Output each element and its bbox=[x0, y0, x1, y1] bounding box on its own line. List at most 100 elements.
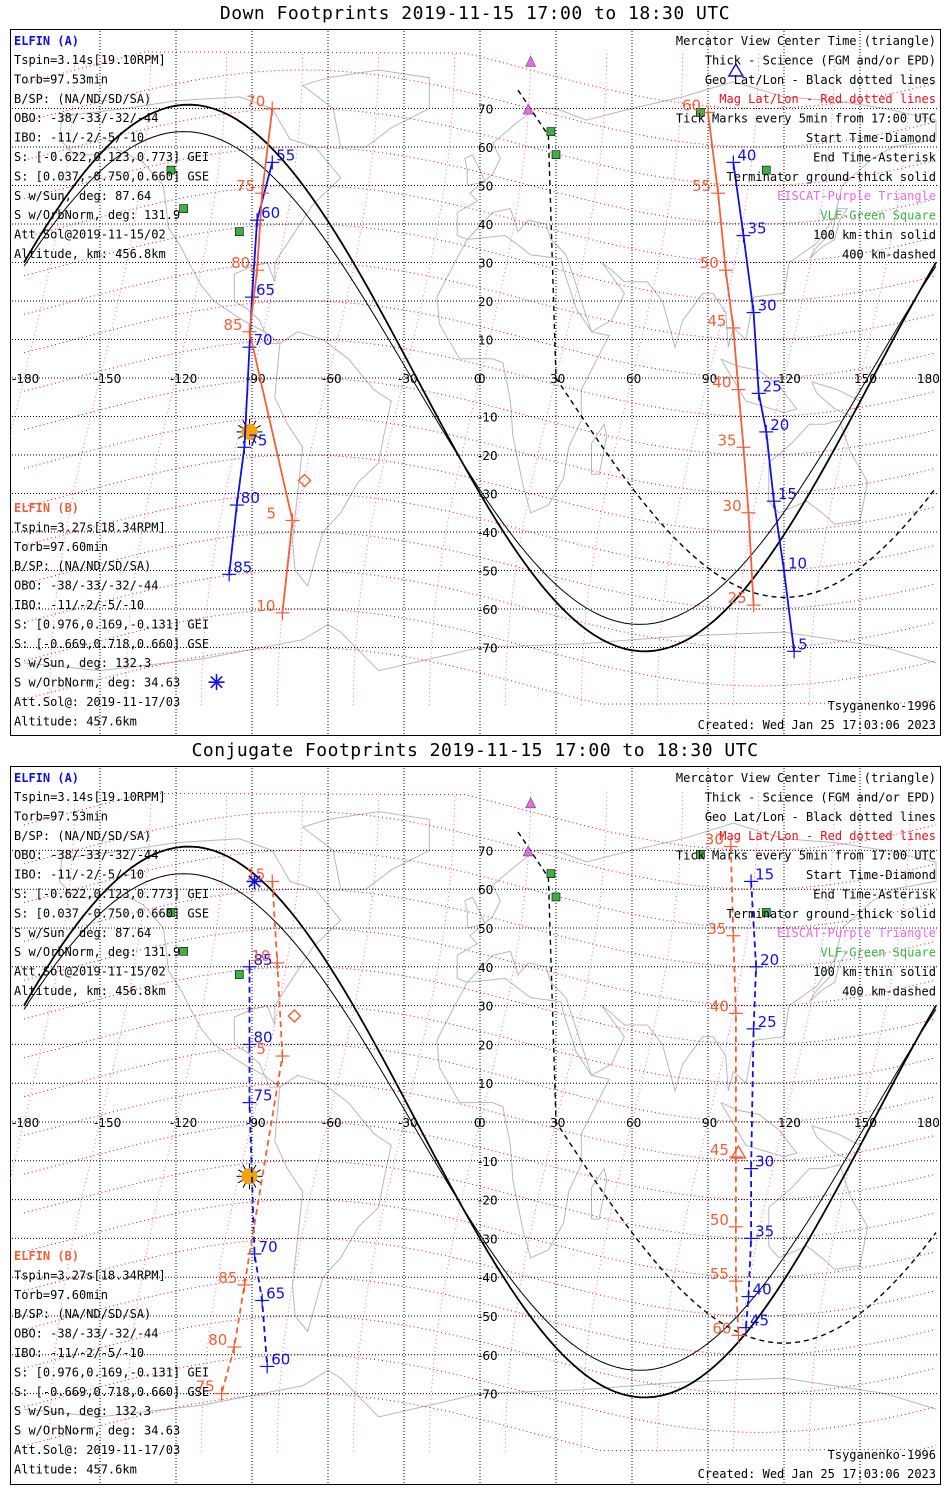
lat-tick-label: -50 bbox=[478, 565, 498, 579]
elfin-b-tick-label: 45 bbox=[710, 1141, 729, 1159]
elfin-b-tick-label: 70 bbox=[246, 93, 265, 111]
elfin-b-tick-label: 10 bbox=[251, 947, 270, 965]
legend-item: Thick - Science (FGM and/or EPD) bbox=[705, 790, 936, 804]
terminator-400km bbox=[517, 831, 937, 1344]
mag-lat-line bbox=[23, 1393, 937, 1452]
lat-tick-label: -60 bbox=[478, 603, 498, 617]
mag-lat-line bbox=[23, 300, 937, 379]
panel-title-down: Down Footprints 2019-11-15 17:00 to 18:3… bbox=[219, 3, 731, 24]
elfin-a-info-line: S: [0.037,-0.750,0.660] GSE bbox=[14, 906, 209, 920]
sun-ray bbox=[237, 424, 243, 429]
elfin-a-tick-label: 10 bbox=[788, 555, 807, 573]
lat-tick-label: 60 bbox=[478, 883, 493, 897]
elfin-a-info-line: S w/OrbNorm, deg: 131.9 bbox=[14, 208, 180, 222]
elfin-a-tick-label: 70 bbox=[259, 1238, 278, 1256]
continent-outline bbox=[808, 950, 849, 1003]
sun-icon bbox=[236, 1163, 263, 1190]
elfin-a-tick-label: 25 bbox=[763, 377, 782, 395]
vlf-station bbox=[166, 908, 176, 917]
elfin-a-info-line: B/SP: (NA/ND/SD/SA) bbox=[14, 829, 151, 843]
elfin-b-track bbox=[220, 881, 284, 1394]
legend-item: 100 km-thin solid bbox=[813, 965, 936, 979]
legend-item: VLF-Green Square bbox=[820, 946, 936, 960]
elfin-b-tick-label: 75 bbox=[236, 177, 255, 195]
elfin-b-tick-label: 40 bbox=[712, 374, 731, 392]
sun-ray bbox=[237, 1169, 243, 1173]
elfin-a-tick-label: 80 bbox=[241, 489, 260, 507]
lon-tick-label: 90 bbox=[702, 372, 717, 386]
mag-lon-line bbox=[808, 50, 912, 706]
end-asterisk bbox=[208, 674, 225, 691]
elfin-b-info-line: IBO: -11/-2/-5/-10 bbox=[14, 598, 144, 612]
elfin-a-tick-label: 30 bbox=[758, 297, 777, 315]
elfin-a-tick-label: 65 bbox=[256, 281, 275, 299]
mag-lat-line bbox=[23, 492, 937, 572]
elfin-b-tick-label: 5 bbox=[267, 504, 277, 522]
elfin-a-tick-label: 45 bbox=[750, 1312, 769, 1330]
model-label: Tsyganenko-1996 bbox=[828, 1448, 936, 1462]
elfin-b-tick-label: 25 bbox=[728, 589, 747, 607]
elfin-b-info-line: Torb=97.60min bbox=[14, 1288, 108, 1302]
eiscat-station bbox=[525, 55, 537, 67]
elfin-b-tick-label: 75 bbox=[196, 1378, 215, 1396]
elfin-b-info-line: Altitude: 457.6km bbox=[14, 714, 137, 728]
elfin-a-tick-label: 30 bbox=[755, 1153, 774, 1171]
lat-tick-label: 30 bbox=[478, 1000, 493, 1014]
lon-tick-label: 120 bbox=[778, 372, 801, 386]
legend-item: 400 km-dashed bbox=[842, 984, 936, 998]
elfin-b-info-line: S w/OrbNorm, deg: 34.63 bbox=[14, 1424, 180, 1438]
mag-lat-line bbox=[23, 1121, 937, 1201]
elfin-b-info-line: Torb=97.60min bbox=[14, 540, 108, 554]
continent-outline bbox=[464, 154, 486, 186]
elfin-a-info-line: OBO: -38/-33/-32/-44 bbox=[14, 848, 159, 862]
elfin-a-tick-label: 35 bbox=[755, 1222, 774, 1240]
geo-grid bbox=[12, 31, 939, 734]
lat-tick-label: -10 bbox=[478, 1155, 498, 1169]
lon-tick-label: 180 bbox=[917, 1116, 940, 1130]
elfin-b-tick-label: 55 bbox=[710, 1265, 729, 1283]
elfin-b-info-line: OBO: -38/-33/-32/-44 bbox=[14, 1327, 159, 1341]
elfin-a-tick-label: 70 bbox=[253, 331, 272, 349]
lon-tick-label: -120 bbox=[170, 372, 197, 386]
terminator-ground bbox=[23, 845, 937, 1399]
lon-tick-label: -120 bbox=[170, 1116, 197, 1130]
elfin-a-tick-label: 80 bbox=[253, 1028, 272, 1046]
legend-item: Mercator View Center Time (triangle) bbox=[676, 34, 936, 48]
lon-tick-label: -30 bbox=[398, 372, 418, 386]
lat-tick-label: -50 bbox=[478, 1310, 498, 1324]
continent-outline bbox=[591, 1167, 608, 1220]
elfin-a-tick-label: 75 bbox=[253, 1087, 272, 1105]
legend-item: End Time-Asterisk bbox=[813, 150, 937, 164]
lon-tick-label: -90 bbox=[246, 1116, 266, 1130]
lon-tick-label: 150 bbox=[854, 372, 877, 386]
elfin-a-tick-label: 40 bbox=[737, 146, 756, 164]
elfin-a-tick-label: 85 bbox=[253, 951, 272, 969]
continent-outline bbox=[808, 208, 849, 259]
sun-ray bbox=[253, 420, 257, 426]
elfin-b-info-line: Altitude: 457.6km bbox=[14, 1462, 137, 1476]
lon-tick-label: 150 bbox=[854, 1116, 877, 1130]
lon-tick-label: -30 bbox=[398, 1116, 418, 1130]
legend-item: Start Time-Diamond bbox=[806, 131, 936, 145]
elfin-a-tick-label: 25 bbox=[758, 1013, 777, 1031]
legend-item: EISCAT-Purple Triangle bbox=[777, 926, 936, 940]
lat-tick-label: -20 bbox=[478, 449, 498, 463]
lon-tick-label: 0 bbox=[474, 1116, 482, 1130]
legend-item: VLF-Green Square bbox=[820, 209, 936, 223]
sun-ray bbox=[242, 1164, 246, 1170]
elfin-a-info-line: S: [-0.622,0.123,0.773] GEI bbox=[14, 887, 209, 901]
sun-ray bbox=[256, 435, 261, 439]
end-asterisk bbox=[246, 873, 263, 890]
mag-lat-line bbox=[23, 966, 937, 1045]
mag-lat-line bbox=[23, 792, 937, 851]
lat-tick-label: 0 bbox=[478, 372, 486, 386]
vlf-station bbox=[761, 165, 771, 175]
legend-item: Mag Lat/Lon - Red dotted lines bbox=[719, 92, 936, 106]
continent-outline bbox=[436, 977, 610, 1259]
continent-outline bbox=[720, 1102, 798, 1158]
sun-ray bbox=[256, 1179, 261, 1184]
vlf-station bbox=[179, 204, 188, 213]
vlf-station bbox=[551, 150, 561, 159]
elfin-a-info-line: Torb=97.53min bbox=[14, 72, 108, 86]
lon-tick-label: -180 bbox=[12, 372, 39, 386]
